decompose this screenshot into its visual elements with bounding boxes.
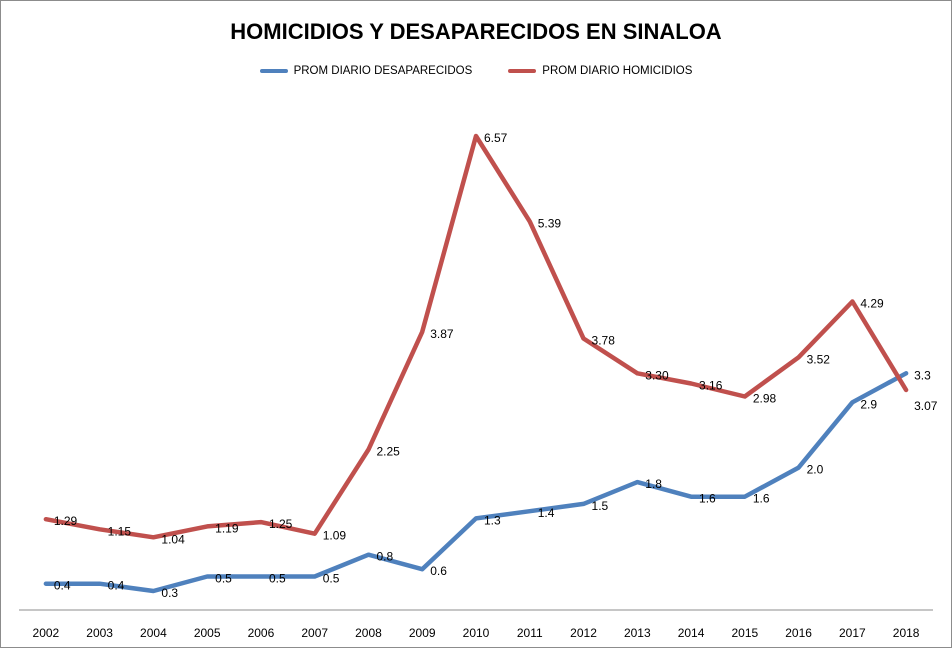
data-point-desaparecidos <box>904 371 908 375</box>
x-tick-label: 2007 <box>301 626 328 640</box>
data-point-desaparecidos <box>205 574 209 578</box>
legend-label-desaparecidos: PROM DIARIO DESAPARECIDOS <box>293 65 473 77</box>
data-point-homicidios <box>743 395 747 399</box>
data-point-homicidios <box>528 220 532 224</box>
data-point-homicidios <box>904 388 908 392</box>
x-tick-label: 2008 <box>355 626 382 640</box>
data-point-desaparecidos <box>850 400 854 404</box>
data-point-desaparecidos <box>743 495 747 499</box>
data-point-desaparecidos <box>528 509 532 513</box>
legend-swatch-homicidios <box>508 69 537 73</box>
x-tick-label: 2009 <box>409 626 436 640</box>
x-tick-label: 2013 <box>624 626 651 640</box>
chart-title: HOMICIDIOS Y DESAPARECIDOS EN SINALOA <box>230 19 722 44</box>
data-label-desaparecidos: 1.6 <box>699 492 716 506</box>
x-tick-label: 2011 <box>517 626 543 640</box>
data-point-homicidios <box>420 330 424 334</box>
data-point-homicidios <box>366 447 370 451</box>
data-label-desaparecidos: 0.4 <box>54 579 71 593</box>
data-label-desaparecidos: 1.5 <box>592 499 609 513</box>
x-tick-label: 2017 <box>839 626 866 640</box>
data-label-homicidios: 1.09 <box>323 529 347 543</box>
data-label-homicidios: 1.04 <box>161 532 185 546</box>
legend-item-desaparecidos: PROM DIARIO DESAPARECIDOS <box>259 65 473 77</box>
x-tick-label: 2002 <box>33 626 60 640</box>
data-point-desaparecidos <box>44 582 48 586</box>
data-point-homicidios <box>689 381 693 385</box>
data-point-desaparecidos <box>420 567 424 571</box>
data-label-desaparecidos: 0.5 <box>215 571 232 585</box>
data-label-homicidios: 3.30 <box>645 368 669 382</box>
data-point-homicidios <box>797 355 801 359</box>
data-label-desaparecidos: 1.4 <box>538 506 555 520</box>
data-label-desaparecidos: 0.6 <box>430 564 447 578</box>
data-point-desaparecidos <box>474 516 478 520</box>
data-label-desaparecidos: 3.3 <box>914 368 931 382</box>
data-label-homicidios: 2.25 <box>376 444 400 458</box>
x-tick-label: 2004 <box>140 626 167 640</box>
x-tick-label: 2010 <box>463 626 490 640</box>
data-point-desaparecidos <box>582 502 586 506</box>
data-label-desaparecidos: 0.3 <box>161 586 178 600</box>
data-point-desaparecidos <box>313 574 317 578</box>
x-tick-label: 2005 <box>194 626 221 640</box>
data-point-homicidios <box>474 134 478 138</box>
data-point-homicidios <box>635 371 639 375</box>
data-label-homicidios: 4.29 <box>860 296 884 310</box>
data-label-homicidios: 1.29 <box>54 514 78 528</box>
data-label-desaparecidos: 1.6 <box>753 492 770 506</box>
x-tick-label: 2014 <box>678 626 705 640</box>
data-label-homicidios: 6.57 <box>484 131 508 145</box>
data-label-homicidios: 2.98 <box>753 392 777 406</box>
data-label-desaparecidos: 2.9 <box>860 397 877 411</box>
data-label-homicidios: 1.19 <box>215 521 239 535</box>
data-point-homicidios <box>98 527 102 531</box>
data-label-desaparecidos: 0.5 <box>269 571 286 585</box>
legend-swatch-desaparecidos <box>259 69 288 73</box>
data-label-homicidios: 3.78 <box>592 333 616 347</box>
data-point-desaparecidos <box>151 589 155 593</box>
data-point-homicidios <box>205 524 209 528</box>
data-point-homicidios <box>850 299 854 303</box>
data-point-desaparecidos <box>689 495 693 499</box>
data-label-homicidios: 3.87 <box>430 327 454 341</box>
chart-legend: PROM DIARIO DESAPARECIDOS PROM DIARIO HO… <box>1 65 951 77</box>
data-label-desaparecidos: 1.8 <box>645 477 662 491</box>
data-point-homicidios <box>44 517 48 521</box>
series-line-desaparecidos <box>43 371 909 594</box>
x-tick-label: 2006 <box>248 626 275 640</box>
x-tick-label: 2012 <box>570 626 597 640</box>
data-point-homicidios <box>259 520 263 524</box>
x-tick-label: 2003 <box>86 626 113 640</box>
data-point-homicidios <box>582 336 586 340</box>
data-point-desaparecidos <box>259 574 263 578</box>
data-label-homicidios: 5.39 <box>538 217 562 231</box>
data-point-desaparecidos <box>98 582 102 586</box>
data-label-desaparecidos: 0.8 <box>376 550 393 564</box>
data-point-desaparecidos <box>635 480 639 484</box>
data-label-homicidios: 3.16 <box>699 378 723 392</box>
data-label-homicidios: 1.15 <box>108 524 132 538</box>
legend-label-homicidios: PROM DIARIO HOMICIDIOS <box>542 65 693 77</box>
data-label-desaparecidos: 2.0 <box>807 463 824 477</box>
data-label-homicidios: 3.52 <box>807 352 831 366</box>
data-label-desaparecidos: 0.4 <box>108 579 125 593</box>
data-label-desaparecidos: 0.5 <box>323 571 340 585</box>
x-tick-label: 2015 <box>731 626 758 640</box>
data-point-desaparecidos <box>366 553 370 557</box>
data-point-desaparecidos <box>797 466 801 470</box>
data-point-homicidios <box>151 535 155 539</box>
x-tick-label: 2016 <box>785 626 812 640</box>
x-tick-label: 2018 <box>893 626 920 640</box>
data-label-homicidios: 1.25 <box>269 517 293 531</box>
legend-item-homicidios: PROM DIARIO HOMICIDIOS <box>508 65 692 77</box>
data-label-desaparecidos: 1.3 <box>484 513 501 527</box>
data-point-homicidios <box>313 532 317 536</box>
data-label-homicidios: 3.07 <box>914 399 938 413</box>
